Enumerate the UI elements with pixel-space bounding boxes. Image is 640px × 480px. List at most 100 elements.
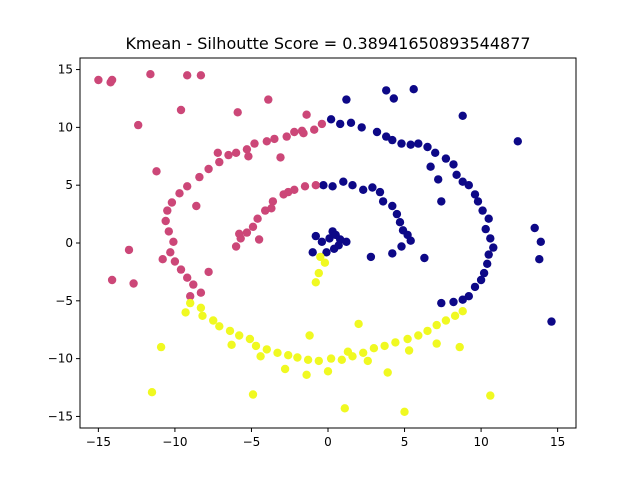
data-point [299, 129, 308, 138]
data-point [308, 248, 317, 257]
data-point [404, 346, 414, 355]
data-point [431, 148, 440, 157]
x-tick-label: 15 [550, 435, 565, 449]
data-point [284, 187, 293, 197]
data-point [176, 265, 186, 274]
data-point [388, 249, 397, 258]
data-point [314, 356, 323, 366]
data-point [395, 218, 405, 227]
data-point [437, 197, 446, 206]
data-point [192, 201, 201, 211]
data-point [231, 148, 241, 157]
data-point [284, 351, 293, 360]
data-point [254, 235, 264, 244]
data-point [158, 255, 167, 264]
data-point [316, 252, 325, 262]
data-point [166, 248, 175, 257]
data-point [311, 181, 320, 190]
data-point [547, 317, 556, 326]
data-point [267, 204, 276, 213]
data-point [227, 340, 236, 349]
data-point [452, 170, 461, 179]
data-point [464, 292, 473, 301]
data-point [359, 185, 368, 194]
data-point [470, 190, 480, 199]
data-point [359, 348, 368, 357]
data-point [388, 201, 397, 211]
x-axis: −15 −10 −5 0 5 10 15 [86, 428, 565, 449]
data-point [233, 108, 242, 117]
data-point [293, 353, 302, 362]
data-point [391, 338, 400, 347]
data-point [262, 137, 271, 146]
data-point [368, 183, 377, 192]
data-point [310, 125, 319, 134]
x-tick-label: 5 [401, 435, 409, 449]
data-point [224, 150, 233, 160]
data-point [450, 311, 460, 320]
data-point [458, 307, 467, 316]
data-point [215, 157, 224, 167]
data-point [536, 237, 545, 246]
data-point [124, 245, 134, 255]
x-tick-label: 10 [473, 435, 488, 449]
data-point [484, 250, 493, 259]
data-point [170, 257, 180, 266]
data-point [134, 120, 143, 130]
data-point [414, 139, 423, 148]
chart-title: Kmean - Silhoutte Score = 0.389416508935… [125, 34, 530, 53]
data-point [175, 189, 184, 198]
data-point [489, 243, 498, 252]
data-point [342, 95, 351, 104]
data-point [161, 216, 170, 226]
data-point [250, 139, 259, 148]
y-tick-label: −5 [55, 294, 73, 308]
data-point [397, 139, 406, 148]
y-tick-label: 5 [65, 178, 73, 192]
data-point [245, 334, 255, 344]
data-point [479, 268, 489, 278]
x-tick-label: −10 [162, 435, 187, 449]
data-point [470, 282, 480, 292]
data-point [181, 308, 190, 317]
data-point [348, 181, 357, 190]
data-point [400, 407, 409, 416]
data-point [342, 237, 351, 246]
data-point [380, 341, 389, 351]
data-point [146, 70, 155, 79]
data-point [382, 132, 391, 141]
data-point [414, 331, 423, 340]
data-point [339, 177, 348, 186]
data-point [235, 331, 244, 340]
data-point [186, 298, 195, 308]
data-point [314, 268, 323, 278]
data-point [248, 222, 258, 231]
data-point [231, 242, 241, 251]
points-layer [94, 70, 556, 416]
x-tick-label: −5 [243, 435, 261, 449]
data-point [449, 160, 458, 169]
data-point [406, 236, 415, 245]
data-point [183, 273, 192, 282]
data-point [441, 316, 451, 325]
x-tick-label: −15 [86, 435, 111, 449]
data-point [204, 267, 213, 277]
data-point [204, 164, 213, 174]
data-point [486, 234, 495, 243]
data-point [458, 295, 467, 304]
data-point [331, 230, 340, 240]
data-point [256, 352, 265, 361]
data-point [215, 322, 224, 331]
data-point [513, 137, 522, 146]
data-point [129, 279, 138, 288]
data-point [305, 331, 314, 340]
data-point [426, 162, 435, 171]
data-point [319, 181, 328, 190]
data-point [195, 172, 204, 182]
data-point [337, 355, 346, 364]
data-point [458, 111, 467, 121]
data-point [196, 288, 206, 297]
data-point [441, 154, 451, 163]
data-point [397, 242, 406, 251]
